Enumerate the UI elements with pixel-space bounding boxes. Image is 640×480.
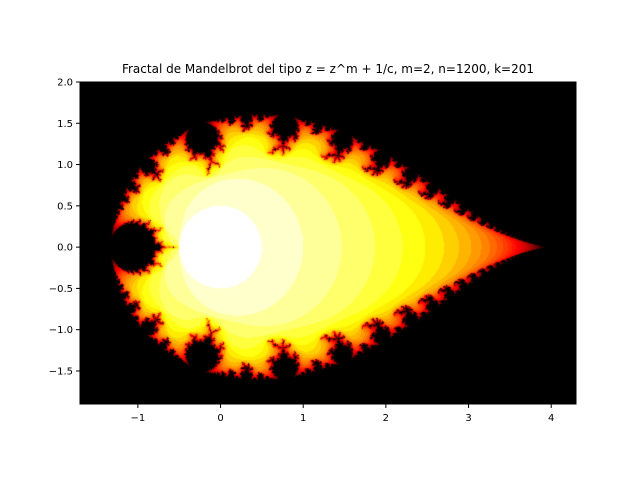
y-tick-label: −0.5 — [49, 284, 73, 295]
x-tick-label: 3 — [465, 413, 471, 424]
x-tick-label: 1 — [300, 413, 306, 424]
x-tick-label: −1 — [130, 413, 145, 424]
y-tick-label: 2.0 — [57, 78, 73, 89]
x-tick-label: 2 — [383, 413, 389, 424]
plot-area — [79, 81, 577, 405]
y-axis: −1.5 −1.0 −0.5 0.0 0.5 1.0 1.5 2.0 — [49, 78, 80, 377]
axes-frame — [79, 81, 577, 405]
y-tick-label: 0.5 — [57, 201, 73, 212]
chart-title: Fractal de Mandelbrot del tipo z = z^m +… — [122, 62, 534, 76]
x-tick-label: 4 — [548, 413, 554, 424]
y-tick-label: 1.0 — [57, 160, 73, 171]
x-tick-label: 0 — [217, 413, 223, 424]
fractal-heatmap — [80, 82, 576, 404]
x-axis: −1 0 1 2 3 4 — [130, 404, 554, 424]
y-tick-label: 1.5 — [57, 119, 73, 130]
y-tick-label: −1.5 — [49, 366, 73, 377]
y-tick-label: 0.0 — [57, 243, 73, 254]
y-tick-label: −1.0 — [49, 325, 73, 336]
